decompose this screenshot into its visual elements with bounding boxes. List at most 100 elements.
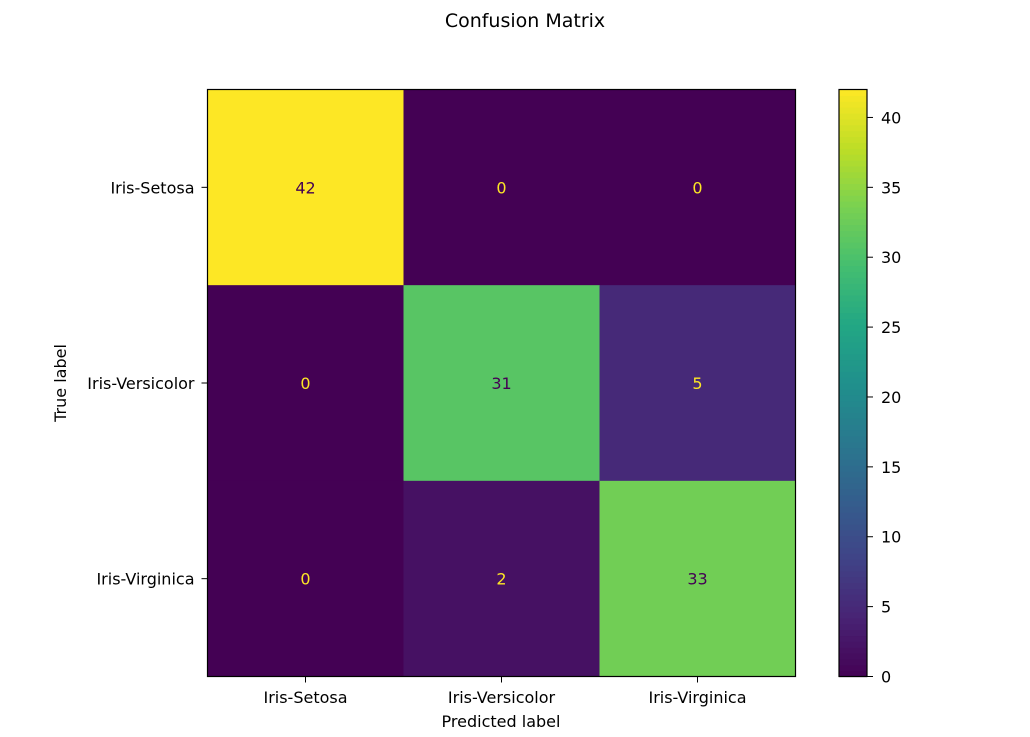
y-tick-label: Iris-Versicolor	[87, 374, 195, 393]
colorbar-segment	[839, 447, 867, 455]
colorbar-segment	[839, 189, 867, 196]
x-tick-label: Iris-Versicolor	[448, 688, 556, 707]
cell-value-label: 31	[491, 374, 511, 393]
colorbar-segment	[839, 101, 867, 108]
colorbar-segment	[839, 165, 867, 173]
heatmap-cell	[403, 285, 600, 482]
colorbar-segment	[839, 365, 867, 372]
colorbar-segment	[839, 576, 867, 584]
heatmap-cells	[207, 89, 796, 677]
heatmap-cell	[599, 89, 796, 286]
colorbar-segment	[839, 635, 867, 642]
colorbar-segment	[839, 306, 867, 314]
colorbar-segment	[839, 212, 867, 220]
colorbar-segment	[839, 283, 867, 290]
colorbar-segment	[839, 594, 867, 601]
colorbar-segment	[839, 124, 867, 132]
x-axis: Iris-Setosa Iris-Versicolor Iris-Virginica	[263, 676, 747, 707]
colorbar-segment	[839, 476, 867, 484]
colorbar-segment	[839, 623, 867, 631]
colorbar-segment	[839, 518, 867, 525]
colorbar-segment	[839, 359, 867, 366]
colorbar-segment	[839, 388, 867, 396]
colorbar-segment	[839, 242, 867, 249]
cell-value-label: 42	[295, 178, 315, 197]
colorbar-segment	[839, 118, 867, 126]
colorbar-segment	[839, 406, 867, 413]
colorbar-tick-label: 10	[881, 528, 901, 547]
colorbar-segment	[839, 658, 867, 666]
colorbar-segment	[839, 617, 867, 625]
colorbar-segment	[839, 559, 867, 566]
colorbar-segment	[839, 159, 867, 167]
y-axis-label: True label	[51, 344, 70, 423]
colorbar-segment	[839, 453, 867, 460]
colorbar-segment	[839, 154, 867, 161]
y-tick-label: Iris-Setosa	[110, 178, 194, 197]
colorbar-segment	[839, 500, 867, 507]
colorbar-segment	[839, 641, 867, 648]
colorbar-segment	[839, 465, 867, 472]
colorbar-segment	[839, 294, 867, 302]
colorbar-segment	[839, 412, 867, 419]
colorbar-tick-label: 25	[881, 318, 901, 337]
colorbar-segment	[839, 471, 867, 478]
colorbar-segment	[839, 459, 867, 466]
cell-value-label: 33	[687, 570, 707, 589]
chart-title: Confusion Matrix	[445, 10, 605, 32]
colorbar-segment	[839, 107, 867, 114]
colorbar-segment	[839, 142, 867, 149]
colorbar-segment	[839, 424, 867, 431]
heatmap-cell	[403, 89, 600, 286]
colorbar-segment	[839, 289, 867, 296]
colorbar-segment	[839, 130, 867, 138]
colorbar-tick-label: 15	[881, 458, 901, 477]
colorbar-segment	[839, 553, 867, 560]
heatmap-cell-labels: 42 0 0 0 31 5 0 2 33	[295, 178, 707, 588]
colorbar-segment	[839, 600, 867, 607]
cell-value-label: 0	[300, 570, 310, 589]
colorbar-segment	[839, 482, 867, 490]
heatmap-cell	[599, 285, 796, 482]
colorbar-segment	[839, 277, 867, 284]
colorbar-tick-label: 35	[881, 178, 901, 197]
colorbar-segment	[839, 494, 867, 501]
colorbar-tick-label: 5	[881, 598, 891, 617]
y-axis: Iris-Setosa Iris-Versicolor Iris-Virginica	[87, 178, 208, 589]
colorbar-segment	[839, 312, 867, 320]
colorbar-segment	[839, 570, 867, 578]
colorbar-segment	[839, 664, 867, 672]
colorbar-segment	[839, 148, 867, 155]
colorbar-segment	[839, 488, 867, 496]
colorbar-segment	[839, 136, 867, 143]
colorbar-segment	[839, 377, 867, 384]
colorbar-tick-label: 0	[881, 668, 891, 687]
colorbar-segment	[839, 588, 867, 595]
heatmap-cell	[403, 480, 600, 677]
colorbar-segment	[839, 236, 867, 243]
colorbar-segment	[839, 529, 867, 537]
colorbar-segment	[839, 177, 867, 185]
heatmap-cell	[207, 285, 404, 482]
colorbar-segment	[839, 429, 867, 437]
heatmap-cell	[599, 480, 796, 677]
colorbar-segment	[839, 341, 867, 349]
x-tick-label: Iris-Virginica	[648, 688, 746, 707]
colorbar-segment	[839, 512, 867, 519]
colorbar-segment	[839, 400, 867, 408]
colorbar-segment	[839, 535, 867, 543]
colorbar-segment	[839, 435, 867, 443]
colorbar-segment	[839, 247, 867, 255]
colorbar-segment	[839, 629, 867, 637]
colorbar-segment	[839, 647, 867, 654]
colorbar-segment	[839, 230, 867, 237]
colorbar-segment	[839, 265, 867, 273]
colorbar-segment	[839, 206, 867, 214]
colorbar-frame	[838, 88, 868, 678]
colorbar-segment	[839, 318, 867, 325]
colorbar-segment	[839, 353, 867, 361]
colorbar-segment	[839, 653, 867, 660]
cell-value-label: 0	[496, 178, 506, 197]
heatmap-cell	[207, 480, 404, 677]
